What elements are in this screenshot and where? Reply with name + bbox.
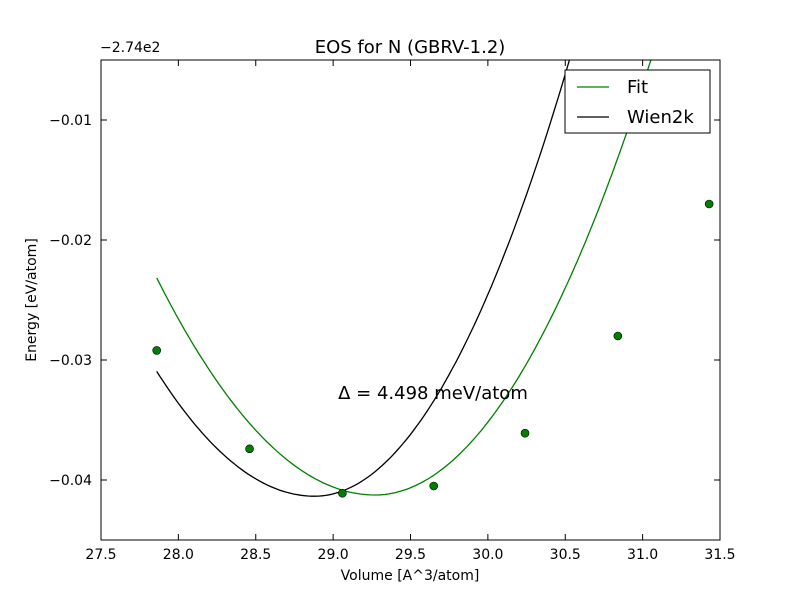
x-tick-label: 30.0 — [472, 547, 503, 563]
legend-box — [564, 69, 711, 134]
x-tick-label: 29.5 — [395, 547, 426, 563]
y-axis-ticks: −0.04 −0.03 −0.02 −0.01 — [49, 113, 720, 489]
x-axis-label: Volume [A^3/atom] — [341, 568, 480, 584]
x-tick-label: 28.5 — [240, 547, 271, 563]
chart-title: EOS for N (GBRV-1.2) — [315, 37, 506, 58]
y-tick-label: −0.03 — [49, 353, 92, 369]
x-axis-ticks: 27.5 28.0 28.5 29.0 29.5 30.0 30.5 31.0 31.5 — [85, 60, 736, 563]
x-tick-label: 27.5 — [85, 547, 116, 563]
plot-markers — [152, 199, 714, 498]
y-offset-label: −2.74e2 — [100, 40, 160, 56]
y-tick-label: −0.01 — [49, 113, 92, 129]
legend-label-fit: Fit — [627, 77, 648, 98]
y-tick-label: −0.02 — [49, 233, 92, 249]
data-point — [613, 331, 623, 341]
x-tick-label: 31.5 — [704, 547, 735, 563]
delta-annotation: Δ = 4.498 meV/atom — [338, 383, 528, 404]
legend: Fit Wien2k — [564, 69, 711, 134]
data-point — [338, 488, 347, 498]
data-point — [520, 428, 530, 438]
data-point — [704, 199, 714, 209]
data-point — [245, 444, 254, 454]
series-line-wien2k — [156, 60, 571, 497]
data-point — [429, 481, 439, 491]
legend-label-wien2k: Wien2k — [627, 107, 694, 128]
plot-lines — [156, 60, 652, 497]
y-tick-label: −0.04 — [49, 473, 92, 489]
series-line-fit — [156, 60, 652, 496]
x-tick-label: 28.0 — [163, 547, 194, 563]
data-point — [152, 346, 162, 355]
x-tick-label: 30.5 — [550, 547, 581, 563]
x-tick-label: 29.0 — [318, 547, 349, 563]
x-tick-label: 31.0 — [627, 547, 658, 563]
y-axis-label: Energy [eV/atom] — [24, 238, 40, 362]
